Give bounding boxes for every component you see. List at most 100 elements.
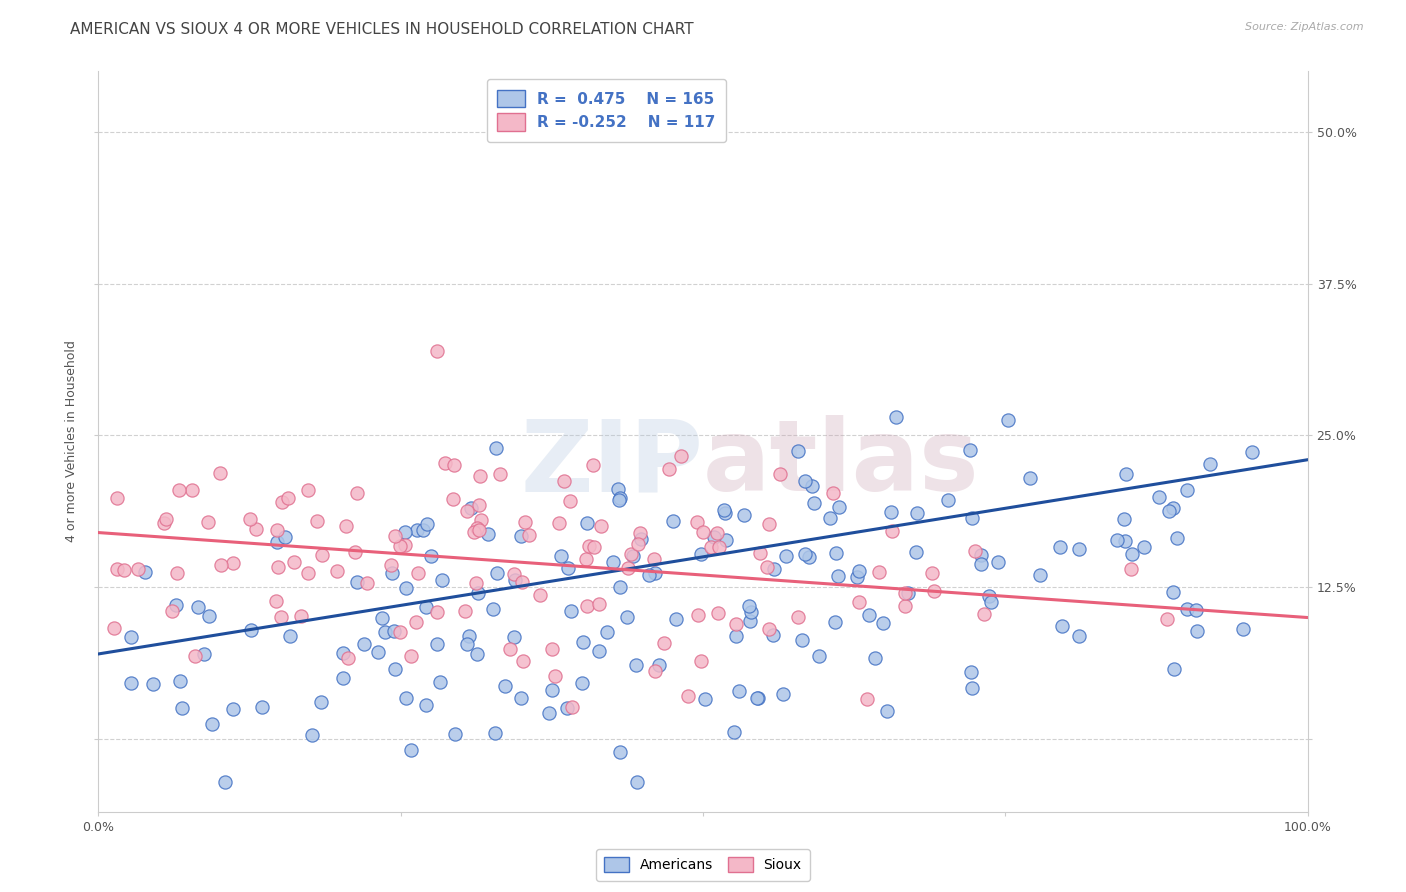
Point bbox=[1161, 500, 1184, 515]
Point bbox=[356, 576, 378, 591]
Point bbox=[800, 479, 823, 493]
Point bbox=[142, 676, 165, 690]
Point bbox=[761, 628, 783, 642]
Point bbox=[335, 519, 357, 533]
Point bbox=[794, 474, 817, 488]
Point bbox=[747, 691, 769, 706]
Point bbox=[278, 629, 301, 643]
Point bbox=[609, 746, 631, 760]
Point bbox=[517, 528, 540, 542]
Point bbox=[970, 549, 993, 563]
Point bbox=[405, 615, 427, 629]
Point bbox=[1175, 483, 1198, 497]
Point bbox=[311, 548, 333, 562]
Point bbox=[626, 657, 648, 672]
Point bbox=[510, 574, 533, 589]
Point bbox=[486, 566, 509, 580]
Point bbox=[346, 574, 368, 589]
Point bbox=[120, 676, 142, 690]
Point bbox=[105, 491, 128, 506]
Point bbox=[105, 562, 128, 576]
Point bbox=[828, 500, 851, 514]
Point bbox=[297, 483, 319, 498]
Point bbox=[756, 559, 779, 574]
Point bbox=[686, 516, 709, 530]
Point bbox=[305, 514, 328, 528]
Point bbox=[426, 605, 449, 619]
Point bbox=[576, 599, 599, 613]
Point bbox=[201, 716, 224, 731]
Point bbox=[346, 485, 368, 500]
Point bbox=[463, 525, 485, 540]
Point bbox=[395, 690, 418, 705]
Point bbox=[1114, 534, 1136, 549]
Point bbox=[426, 344, 449, 359]
Point bbox=[468, 524, 491, 538]
Point bbox=[412, 523, 434, 537]
Point bbox=[576, 516, 599, 531]
Point bbox=[134, 565, 156, 579]
Point bbox=[644, 566, 666, 580]
Point bbox=[1159, 503, 1181, 517]
Point bbox=[353, 637, 375, 651]
Point bbox=[905, 545, 928, 559]
Point bbox=[550, 549, 572, 564]
Point bbox=[1187, 624, 1209, 638]
Point bbox=[381, 566, 404, 581]
Point bbox=[758, 623, 780, 637]
Point bbox=[394, 524, 416, 539]
Point bbox=[155, 512, 177, 526]
Point bbox=[1232, 622, 1254, 636]
Point bbox=[485, 441, 508, 455]
Point bbox=[103, 621, 125, 635]
Point bbox=[1067, 542, 1090, 557]
Point bbox=[734, 508, 756, 522]
Point bbox=[707, 540, 730, 554]
Point bbox=[1199, 457, 1222, 471]
Point bbox=[1029, 568, 1052, 582]
Point bbox=[588, 644, 610, 658]
Point bbox=[470, 513, 492, 527]
Point bbox=[399, 743, 422, 757]
Point bbox=[406, 566, 429, 580]
Point bbox=[818, 511, 841, 525]
Point bbox=[416, 517, 439, 532]
Point bbox=[502, 566, 524, 581]
Point bbox=[725, 617, 748, 632]
Point bbox=[468, 469, 491, 483]
Text: AMERICAN VS SIOUX 4 OR MORE VEHICLES IN HOUSEHOLD CORRELATION CHART: AMERICAN VS SIOUX 4 OR MORE VEHICLES IN … bbox=[70, 22, 695, 37]
Point bbox=[214, 775, 236, 789]
Point bbox=[457, 629, 479, 643]
Point bbox=[644, 664, 666, 678]
Point bbox=[332, 646, 354, 660]
Point bbox=[607, 482, 630, 496]
Point bbox=[1161, 585, 1184, 599]
Point bbox=[484, 726, 506, 740]
Point bbox=[706, 526, 728, 541]
Point bbox=[578, 539, 600, 553]
Point bbox=[384, 529, 406, 543]
Point bbox=[1132, 540, 1154, 554]
Point bbox=[676, 689, 699, 703]
Point bbox=[772, 687, 794, 701]
Point bbox=[1147, 490, 1170, 504]
Point bbox=[572, 635, 595, 649]
Point bbox=[332, 671, 354, 685]
Point bbox=[905, 507, 928, 521]
Point bbox=[548, 516, 571, 530]
Point bbox=[714, 533, 737, 548]
Point bbox=[628, 526, 651, 541]
Point bbox=[582, 458, 605, 472]
Point bbox=[879, 505, 901, 519]
Point bbox=[250, 700, 273, 714]
Point bbox=[973, 607, 995, 621]
Point bbox=[617, 561, 640, 575]
Point bbox=[787, 444, 810, 458]
Point bbox=[738, 599, 761, 613]
Point bbox=[415, 599, 437, 614]
Point bbox=[494, 679, 516, 693]
Point bbox=[894, 586, 917, 600]
Point bbox=[621, 549, 644, 563]
Point bbox=[609, 581, 631, 595]
Point bbox=[454, 604, 477, 618]
